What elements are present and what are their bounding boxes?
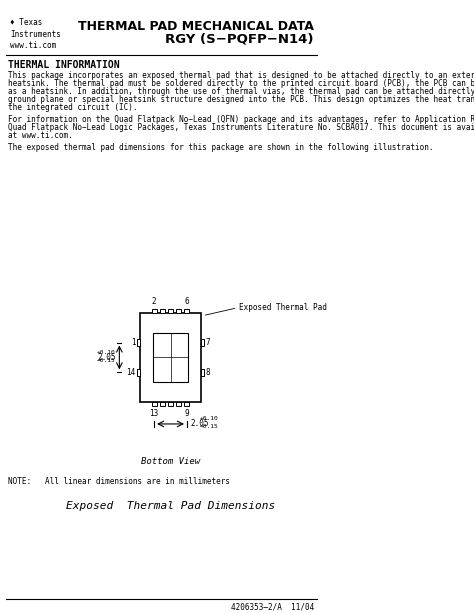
Text: as a heatsink. In addition, through the use of thermal vias, the thermal pad can: as a heatsink. In addition, through the …	[8, 88, 474, 96]
Text: RGY (S−PQFP−N14): RGY (S−PQFP−N14)	[165, 32, 314, 46]
Bar	[160, 309, 165, 313]
Bar	[152, 309, 156, 313]
Text: 6: 6	[184, 297, 189, 306]
Text: 8: 8	[205, 368, 210, 377]
Text: 2.05: 2.05	[98, 353, 116, 362]
Text: Bottom View: Bottom View	[141, 457, 200, 466]
Text: 7: 7	[205, 338, 210, 347]
Text: THERMAL INFORMATION: THERMAL INFORMATION	[8, 59, 120, 69]
Bar	[176, 402, 181, 406]
Bar	[152, 402, 156, 406]
Text: 9: 9	[184, 409, 189, 418]
Text: Exposed Thermal Pad: Exposed Thermal Pad	[239, 303, 327, 312]
Text: the integrated circuit (IC).: the integrated circuit (IC).	[8, 103, 137, 112]
Text: 13: 13	[149, 409, 159, 418]
Text: at www.ti.com.: at www.ti.com.	[8, 131, 73, 140]
Text: ground plane or special heatsink structure designed into the PCB. This design op: ground plane or special heatsink structu…	[8, 95, 474, 104]
Bar	[154, 333, 188, 383]
Bar	[176, 309, 181, 313]
Text: 2: 2	[152, 297, 156, 306]
Text: 4206353–2/A  11/04: 4206353–2/A 11/04	[230, 603, 314, 612]
Bar	[160, 402, 165, 406]
Text: Quad Flatpack No−Lead Logic Packages, Texas Instruments Literature No. SCBA017. : Quad Flatpack No−Lead Logic Packages, Te…	[8, 123, 474, 132]
Bar	[184, 402, 189, 406]
Bar	[140, 313, 201, 402]
Text: +0.10: +0.10	[200, 416, 219, 422]
Text: For information on the Quad Flatpack No−Lead (QFN) package and its advantages, r: For information on the Quad Flatpack No−…	[8, 115, 474, 124]
Text: THERMAL PAD MECHANICAL DATA: THERMAL PAD MECHANICAL DATA	[78, 20, 314, 33]
Text: −0.15: −0.15	[200, 424, 219, 430]
Text: 1: 1	[131, 338, 136, 347]
Text: +0.10: +0.10	[97, 350, 116, 355]
Text: Exposed  Thermal Pad Dimensions: Exposed Thermal Pad Dimensions	[66, 501, 275, 511]
Text: ♦ Texas
Instruments
www.ti.com: ♦ Texas Instruments www.ti.com	[10, 18, 61, 50]
Bar	[168, 309, 173, 313]
Text: 14: 14	[127, 368, 136, 377]
Bar	[184, 309, 189, 313]
Bar	[137, 369, 140, 376]
Bar	[137, 339, 140, 346]
Bar	[201, 369, 204, 376]
Bar	[201, 339, 204, 346]
Text: −0.15: −0.15	[97, 358, 116, 363]
Text: 2.05: 2.05	[190, 419, 209, 428]
Text: The exposed thermal pad dimensions for this package are shown in the following i: The exposed thermal pad dimensions for t…	[8, 143, 434, 152]
Text: heatsink. The thermal pad must be soldered directly to the printed circuit board: heatsink. The thermal pad must be solder…	[8, 80, 474, 88]
Text: NOTE:   All linear dimensions are in millimeters: NOTE: All linear dimensions are in milli…	[8, 476, 230, 485]
Bar	[168, 402, 173, 406]
Text: This package incorporates an exposed thermal pad that is designed to be attached: This package incorporates an exposed the…	[8, 72, 474, 80]
